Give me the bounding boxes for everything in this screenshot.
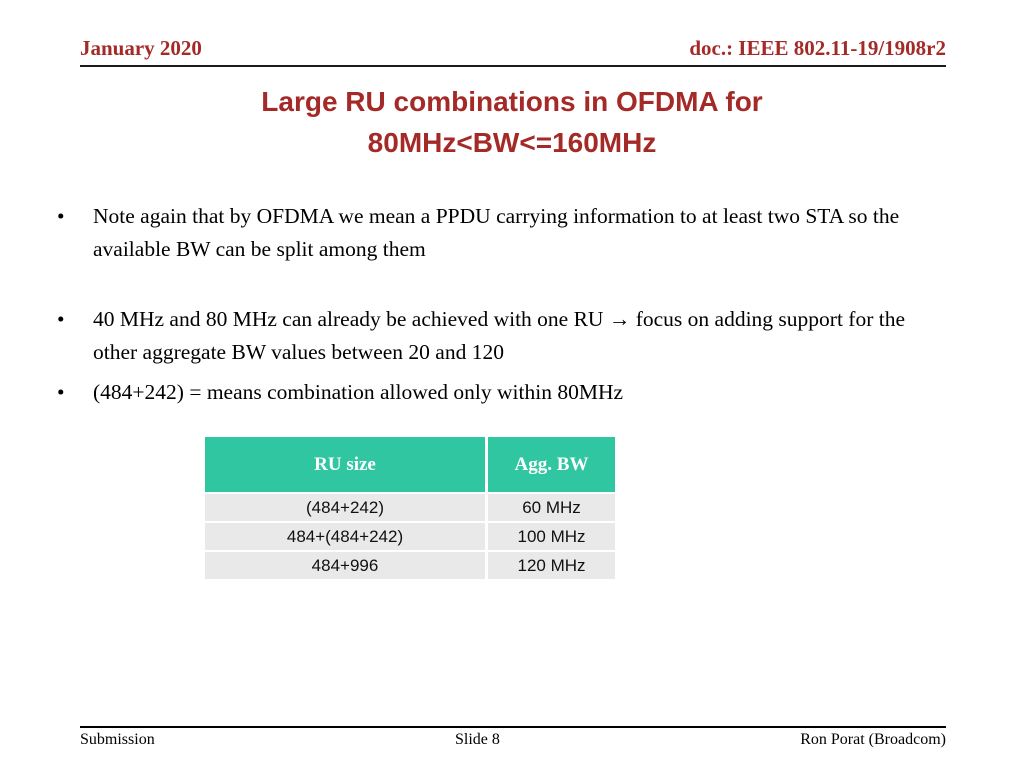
ru-combinations-table: RU size Agg. BW (484+242) 60 MHz 484+(48…: [205, 437, 615, 579]
table-row: 484+996 120 MHz: [205, 550, 615, 579]
agg-bw-cell: 120 MHz: [488, 550, 615, 579]
slide-header: January 2020 doc.: IEEE 802.11-19/1908r2: [80, 36, 946, 61]
bullet-item: Note again that by OFDMA we mean a PPDU …: [55, 200, 940, 265]
header-doc-number: doc.: IEEE 802.11-19/1908r2: [689, 36, 946, 60]
column-header-ru-size: RU size: [205, 437, 488, 492]
column-header-agg-bw: Agg. BW: [488, 437, 615, 492]
title-line-1: Large RU combinations in OFDMA for: [261, 86, 763, 117]
footer-slide-number: Slide 8: [455, 731, 500, 748]
ru-size-cell: 484+996: [205, 550, 488, 579]
footer-submission-label: Submission: [80, 731, 155, 748]
agg-bw-cell: 60 MHz: [488, 492, 615, 521]
header-date: January 2020: [80, 36, 202, 60]
ru-size-cell: 484+(484+242): [205, 521, 488, 550]
bullet-item: 40 MHz and 80 MHz can already be achieve…: [55, 303, 940, 368]
ru-size-cell: (484+242): [205, 492, 488, 521]
footer-divider: [80, 726, 946, 728]
table-row: 484+(484+242) 100 MHz: [205, 521, 615, 550]
bullet-list: Note again that by OFDMA we mean a PPDU …: [55, 200, 940, 408]
bullet-item: (484+242) = means combination allowed on…: [55, 376, 940, 409]
slide-title: Large RU combinations in OFDMA for 80MHz…: [0, 82, 1024, 163]
table-header-row: RU size Agg. BW: [205, 437, 615, 492]
table-row: (484+242) 60 MHz: [205, 492, 615, 521]
title-line-2: 80MHz<BW<=160MHz: [367, 126, 657, 158]
footer-author: Ron Porat (Broadcom): [800, 731, 946, 748]
slide-footer: Submission Slide 8 Ron Porat (Broadcom): [80, 731, 946, 749]
header-divider: [80, 65, 946, 67]
agg-bw-cell: 100 MHz: [488, 521, 615, 550]
